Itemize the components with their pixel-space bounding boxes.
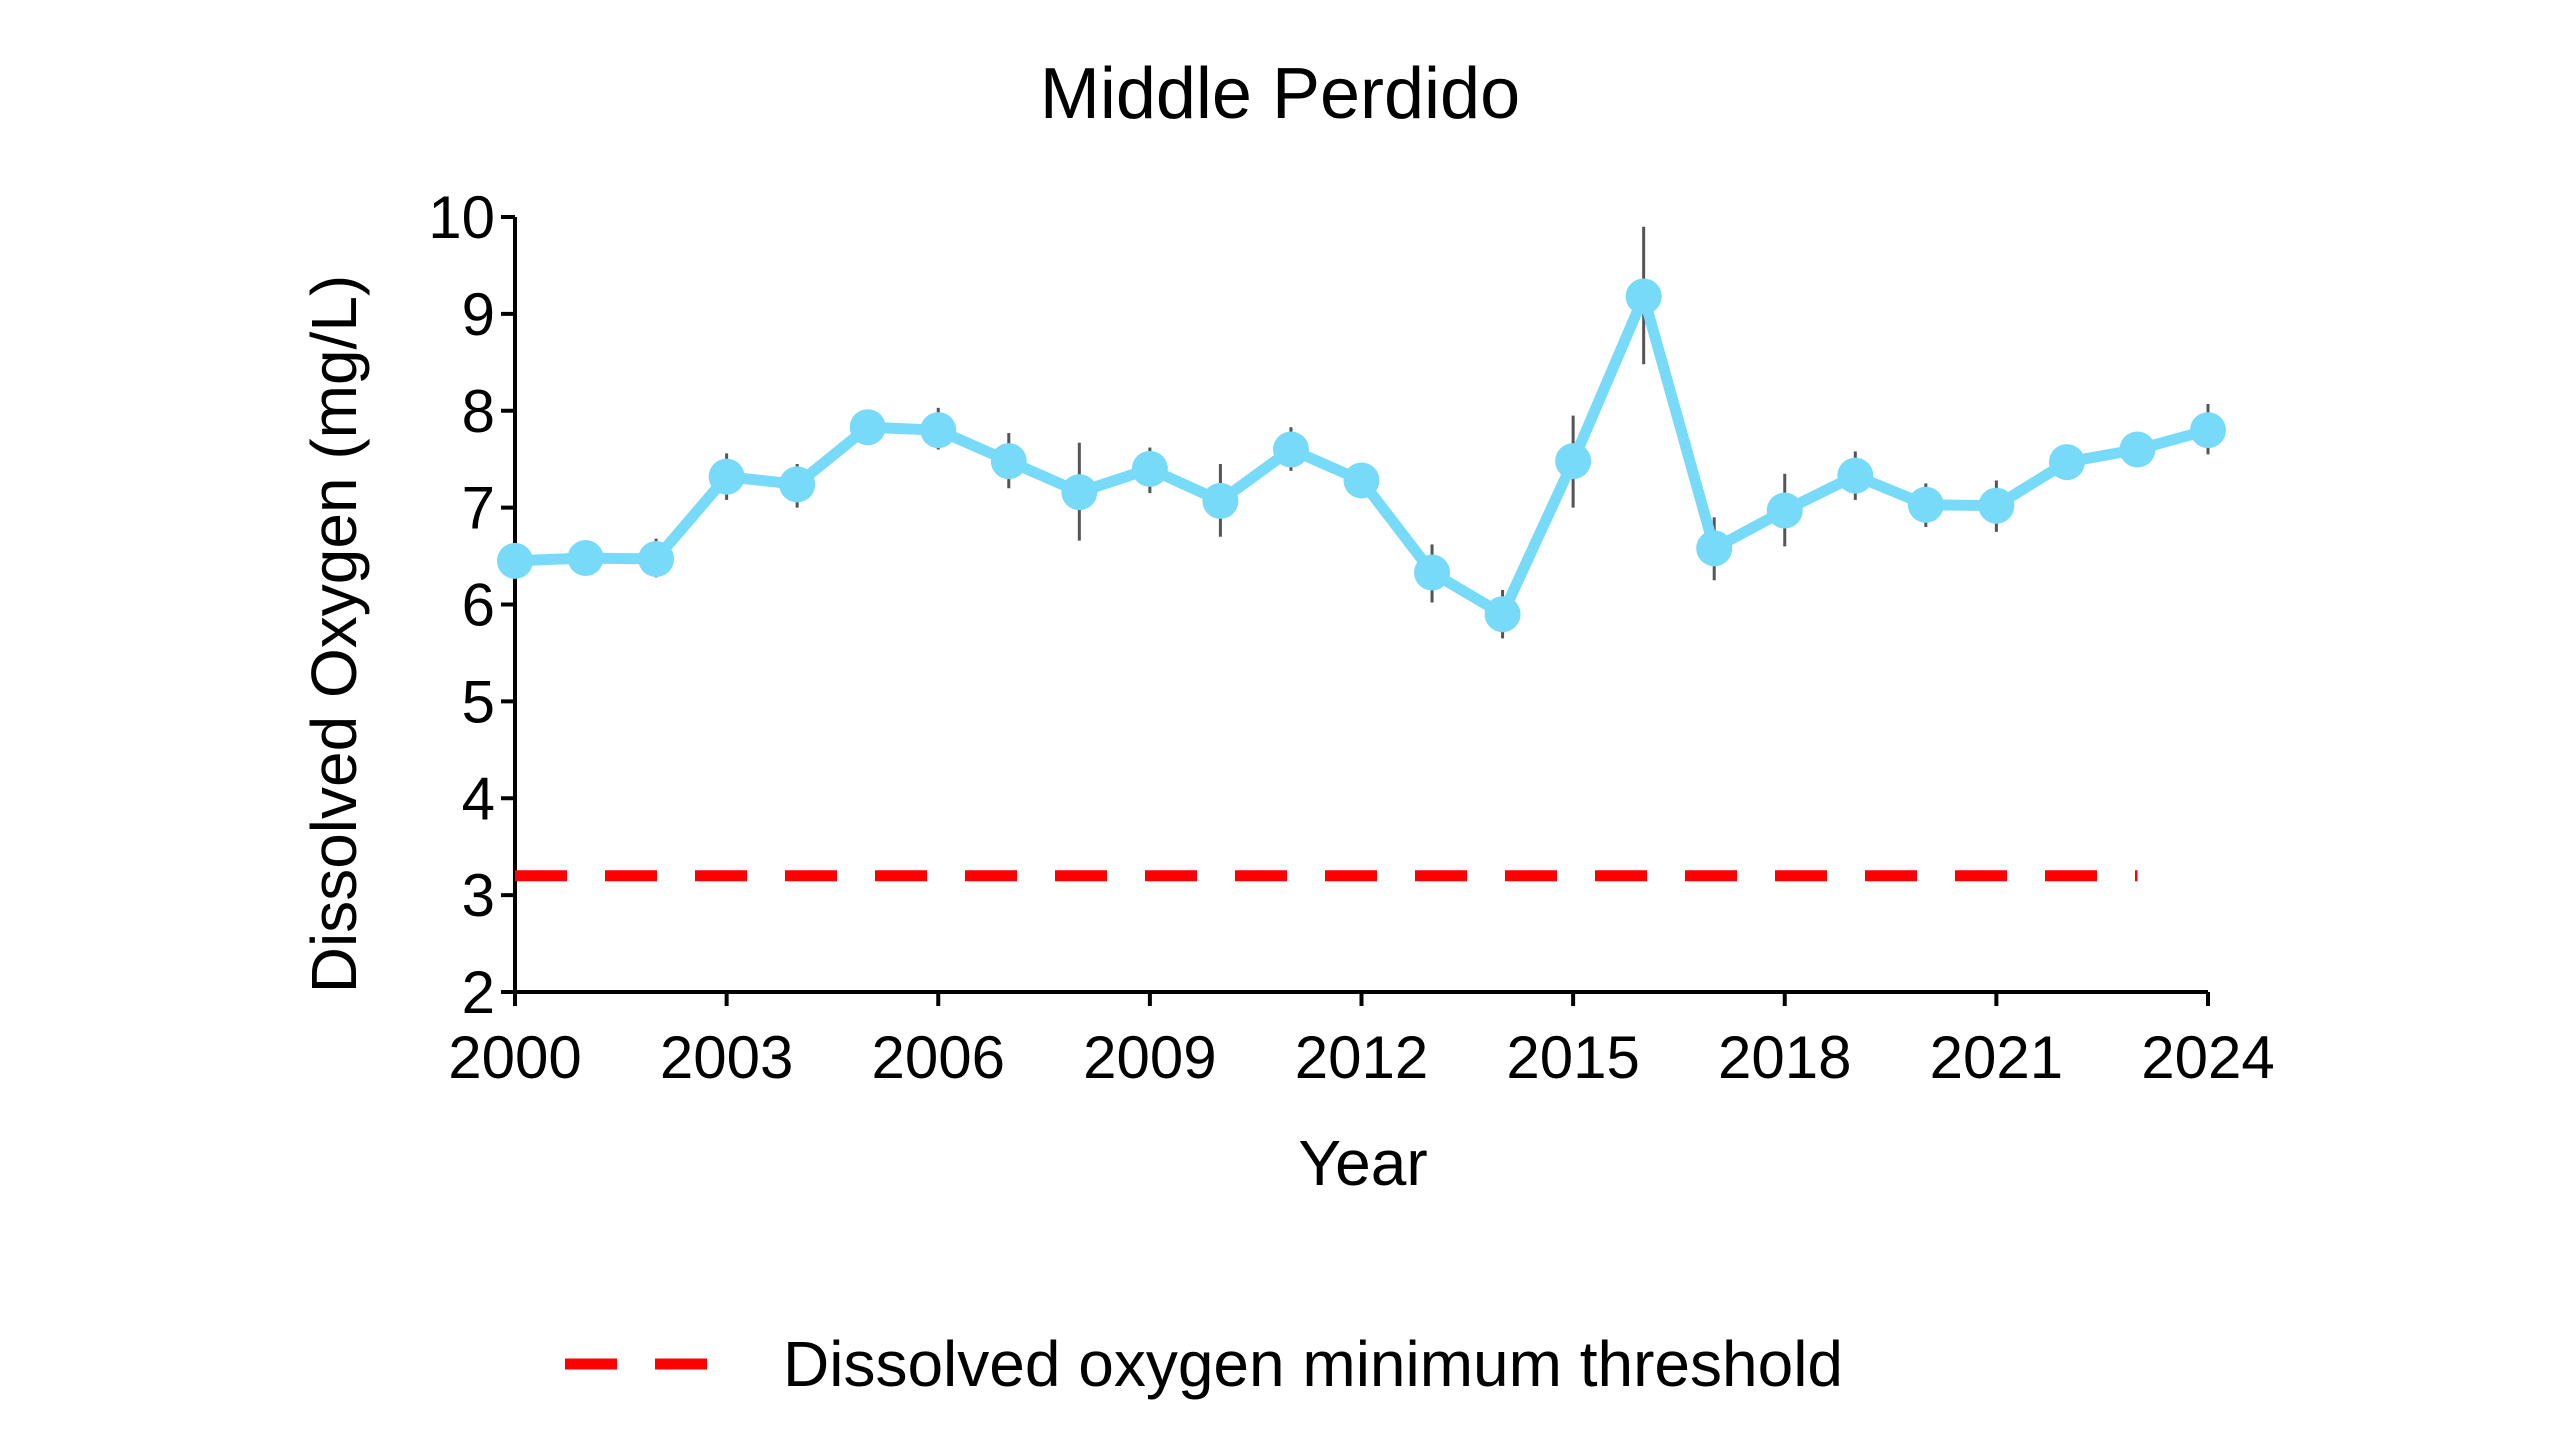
x-tick-label: 2000	[448, 1024, 581, 1091]
y-tick-label: 5	[462, 668, 495, 735]
legend-threshold-label: Dissolved oxygen minimum threshold	[783, 1328, 1843, 1400]
data-point	[1343, 462, 1380, 499]
data-point	[1978, 487, 2015, 524]
data-point	[638, 540, 675, 577]
y-tick-label: 2	[462, 959, 495, 1026]
data-point	[1131, 450, 1168, 487]
data-point	[2190, 412, 2226, 449]
y-tick-label: 9	[462, 281, 495, 348]
data-point	[1837, 457, 1874, 494]
data-point	[849, 409, 886, 446]
x-axis-label: Year	[1298, 1127, 1427, 1199]
data-point	[2119, 431, 2156, 468]
data-point	[1766, 492, 1803, 529]
y-tick-label: 8	[462, 378, 495, 445]
data-point	[567, 540, 604, 576]
data-point	[1907, 486, 1944, 523]
axes: 2 3 4 5 6 7 8 9 10 2000 2003 2006 2009 2012 2015 2018 20…	[428, 184, 2274, 1091]
data-point	[1555, 443, 1592, 480]
data-point	[2048, 444, 2085, 481]
x-tick-label: 2012	[1295, 1024, 1428, 1091]
legend: Dissolved oxygen minimum threshold	[565, 1328, 1843, 1400]
y-tick-label: 10	[428, 184, 495, 251]
y-tick-label: 7	[462, 475, 495, 542]
chart-title: Middle Perdido	[1040, 54, 1520, 134]
data-point	[497, 542, 533, 579]
y-tick-label: 4	[462, 765, 495, 832]
x-tick-label: 2021	[1930, 1024, 2063, 1091]
data-point	[920, 412, 957, 449]
y-axis-label: Dissolved Oxygen (mg/L)	[298, 275, 370, 993]
data-point	[1414, 554, 1451, 591]
data-point	[1625, 278, 1662, 315]
x-tick-label: 2009	[1083, 1024, 1216, 1091]
data-point	[708, 458, 745, 495]
series-layer	[497, 226, 2226, 639]
y-tick-label: 3	[462, 862, 495, 929]
series-line	[509, 290, 2214, 620]
data-point	[1061, 474, 1098, 511]
x-tick-label: 2003	[660, 1024, 793, 1091]
data-point	[1272, 431, 1309, 468]
x-tick-label: 2006	[872, 1024, 1005, 1091]
y-tick-label: 6	[462, 572, 495, 639]
data-point	[779, 466, 816, 503]
data-point	[1202, 482, 1239, 519]
data-point	[1696, 530, 1733, 567]
x-tick-label: 2024	[2141, 1024, 2274, 1091]
data-point	[1484, 596, 1521, 633]
x-tick-label: 2015	[1506, 1024, 1639, 1091]
x-tick-label: 2018	[1718, 1024, 1851, 1091]
data-point	[990, 443, 1027, 480]
